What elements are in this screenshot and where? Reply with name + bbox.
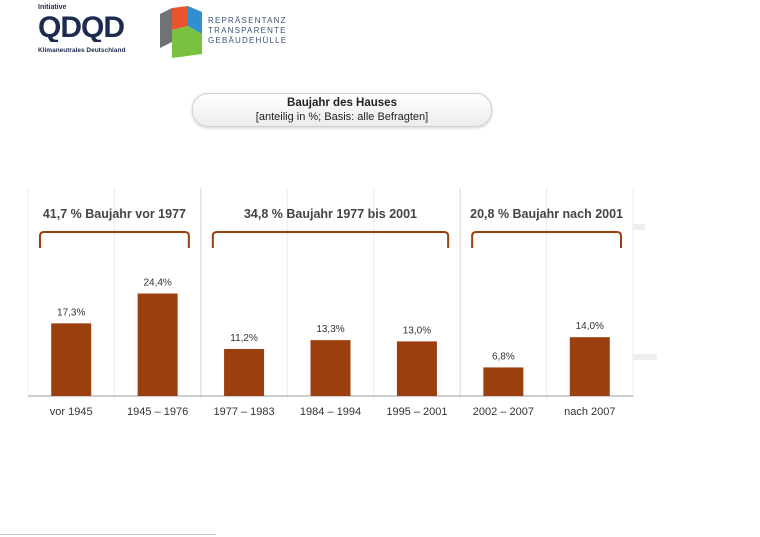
bar-value-label: 17,3%: [57, 307, 85, 318]
bar-value-label: 14,0%: [576, 321, 604, 332]
qdqd-logo-mark: QDQD: [38, 11, 125, 44]
logo-text-line-3: GEBÄUDEHÜLLE: [208, 36, 288, 45]
logo-tagline: Klimaneutrales Deutschland: [38, 47, 126, 54]
logo-text-line-1: REPRÄSENTANZ: [208, 16, 287, 25]
logo-text-line-2: TRANSPARENTE: [208, 26, 287, 35]
bar-value-label: 13,3%: [316, 324, 344, 335]
x-tick-label: nach 2007: [564, 406, 615, 418]
chart-subtitle: [anteilig in %; Basis: alle Befragten]: [255, 111, 429, 123]
logo-mark-text: QDQD: [38, 12, 124, 42]
logo-klimaneutrales-deutschland: Initiative QDQD Klimaneutrales Deutschla…: [38, 4, 138, 56]
bar: [483, 367, 524, 396]
bar: [137, 293, 178, 396]
x-tick-label: 1995 – 2001: [386, 406, 447, 418]
logo-small-label: Initiative: [38, 4, 67, 11]
chart-title-box: Baujahr des Hauses [anteilig in %; Basis…: [192, 93, 492, 127]
bar-value-label: 11,2%: [230, 333, 258, 344]
bar-value-label: 24,4%: [143, 278, 171, 289]
group-label: 20,8 % Baujahr nach 2001: [470, 207, 623, 221]
group-label: 34,8 % Baujahr 1977 bis 2001: [244, 207, 417, 221]
x-tick-label: vor 1945: [50, 406, 93, 418]
group-label: 41,7 % Baujahr vor 1977: [43, 207, 186, 221]
bar: [569, 337, 610, 396]
x-tick-label: 1984 – 1994: [300, 406, 361, 418]
logo-text: REPRÄSENTANZ TRANSPARENTE GEBÄUDEHÜLLE: [208, 16, 287, 46]
x-tick-label: 1945 – 1976: [127, 406, 188, 418]
bar-value-label: 6,8%: [492, 351, 515, 362]
bar: [310, 340, 351, 396]
group-bracket: [39, 231, 190, 248]
plot-stub: [633, 354, 657, 360]
x-tick-label: 1977 – 1983: [213, 406, 274, 418]
bar-value-label: 13,0%: [403, 325, 431, 336]
group-bracket: [471, 231, 622, 248]
bar: [396, 341, 437, 396]
x-tick-label: 2002 – 2007: [473, 406, 534, 418]
bar: [224, 348, 265, 396]
colored-cube-icon: [160, 6, 202, 58]
group-bracket: [211, 231, 450, 248]
bottom-divider: [0, 534, 216, 535]
plot-stub: [633, 224, 645, 230]
chart-title: Baujahr des Hauses: [287, 97, 397, 109]
logo-repraesentanz: REPRÄSENTANZ TRANSPARENTE GEBÄUDEHÜLLE: [158, 4, 288, 60]
bar: [51, 323, 92, 396]
